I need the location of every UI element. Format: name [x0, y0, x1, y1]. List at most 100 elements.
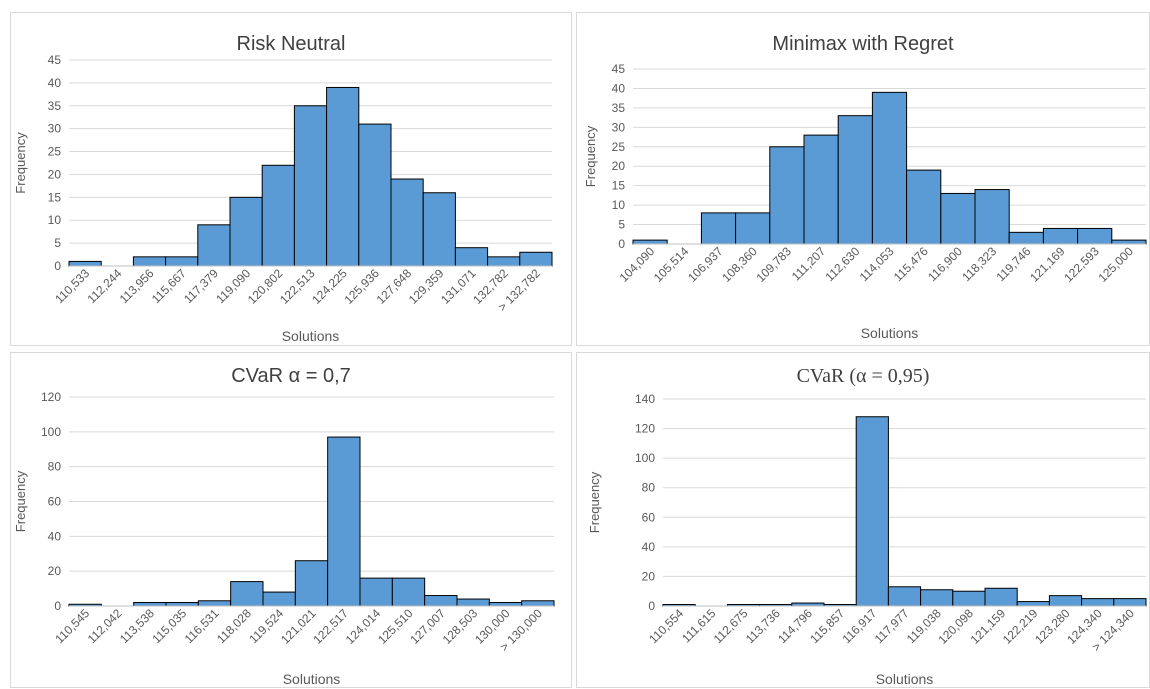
histogram-bar: [454, 247, 489, 267]
x-axis-title: Solutions: [876, 671, 934, 687]
x-axis-title: Solutions: [282, 328, 340, 344]
y-tick-label: 30: [48, 122, 62, 136]
x-tick-label: 117,977: [872, 606, 912, 646]
histogram-bar: [984, 587, 1018, 607]
histogram-bar: [261, 164, 295, 267]
y-axis-title: Frequency: [13, 132, 28, 194]
x-tick-label: 115,035: [149, 606, 189, 646]
histogram-bar: [1008, 231, 1044, 245]
histogram-bar: [132, 256, 167, 267]
x-tick-label: 116,900: [925, 244, 965, 284]
histogram-bar: [358, 123, 392, 267]
chart-title: Risk Neutral: [236, 33, 346, 55]
risk-neutral-histogram: 051015202530354045110,533112,244113,9561…: [13, 53, 553, 344]
y-tick-label: 40: [642, 540, 656, 554]
histogram-bar: [1042, 227, 1079, 245]
x-tick-label: 121,169: [1027, 244, 1068, 285]
histogram-bar: [165, 256, 199, 267]
histogram-bar: [632, 239, 668, 245]
cvar-07-histogram: 020406080100120110,545112,042113,538115,…: [13, 390, 555, 687]
chart-title: CVaR α = 0,7: [231, 365, 351, 387]
y-tick-label: 100: [635, 451, 655, 465]
y-tick-label: 30: [612, 120, 626, 134]
histogram-bar: [1077, 227, 1113, 245]
chart-title: CVaR (α = 0,95): [796, 365, 930, 387]
x-tick-label: 115,857: [807, 606, 847, 646]
y-axis-title: Frequency: [13, 470, 28, 532]
y-tick-label: 0: [54, 599, 61, 613]
x-tick-label: 117,379: [181, 266, 221, 306]
histogram-bar: [488, 602, 523, 607]
histogram-bar: [165, 602, 199, 607]
y-tick-label: 0: [648, 599, 655, 613]
chart-title: Minimax with Regret: [772, 33, 954, 55]
x-tick-label: 114,053: [857, 244, 897, 284]
x-tick-label: 116,531: [182, 606, 222, 646]
y-axis-title: Frequency: [587, 471, 602, 533]
histogram-bar: [769, 146, 805, 245]
x-tick-label: 121,021: [278, 606, 319, 647]
chart-panel-cvar-095: CVaR (α = 0,95) 0 20 40 60 80 100 120 140 110,55…: [576, 352, 1150, 688]
y-tick-label: 40: [48, 76, 62, 90]
x-tick-label: 124,014: [343, 606, 384, 647]
x-tick-label: 105,514: [651, 244, 692, 285]
histogram-bar: [1016, 601, 1050, 607]
y-tick-label: 60: [642, 510, 656, 524]
y-tick-label: 120: [41, 390, 61, 404]
x-tick-label: 118,028: [214, 606, 254, 646]
histogram-bar: [1111, 239, 1147, 245]
histogram-bar: [390, 178, 424, 267]
x-axis-title: Solutions: [861, 325, 919, 341]
chart-panel-minimax-regret: Minimax with Regret 0 5 10 15 20 25 30 35 40 45 10…: [576, 12, 1150, 346]
minimax-regret-histogram: 051015202530354045104,090105,514106,9371…: [583, 62, 1147, 341]
y-tick-label: 10: [48, 213, 62, 227]
histogram-bar: [855, 416, 889, 607]
y-tick-label: 100: [41, 425, 61, 439]
histogram-bar: [197, 600, 232, 607]
y-tick-label: 20: [612, 159, 626, 173]
histogram-bar: [803, 134, 839, 245]
x-tick-label: 113,538: [117, 606, 157, 646]
x-tick-label: 111,207: [789, 244, 829, 284]
x-tick-label: 114,796: [775, 606, 815, 646]
x-tick-label: 128,503: [440, 606, 481, 647]
x-tick-label: 125,510: [375, 606, 416, 647]
histogram-bar: [920, 589, 954, 607]
x-tick-label: 113,736: [743, 606, 783, 646]
histogram-bar: [700, 212, 737, 245]
cvar-095-histogram: 020406080100120140110,554111,615112,6751…: [587, 392, 1147, 687]
histogram-bar: [424, 595, 458, 607]
y-tick-label: 0: [618, 237, 625, 251]
y-tick-label: 0: [54, 259, 61, 273]
histogram-bar: [133, 602, 167, 607]
y-tick-label: 10: [612, 198, 626, 212]
y-tick-label: 15: [48, 190, 62, 204]
y-tick-label: 35: [48, 99, 62, 113]
y-tick-label: 25: [48, 145, 62, 159]
histogram-bar: [940, 192, 976, 245]
x-tick-label: 112,630: [822, 244, 862, 284]
y-tick-label: 20: [48, 564, 62, 578]
x-tick-label: 116,917: [839, 606, 879, 646]
x-tick-label: 115,476: [891, 244, 931, 284]
histogram-bar: [197, 224, 231, 267]
histogram-bar: [837, 115, 873, 245]
histogram-bar: [456, 598, 490, 607]
histogram-bar: [230, 581, 264, 607]
y-tick-label: 140: [635, 392, 655, 406]
y-tick-label: 20: [642, 569, 656, 583]
x-tick-label: 127,007: [407, 606, 448, 647]
chart-panel-cvar-07: CVaR α = 0,7 0 20 40 60 80 100 120 110,545 112,0…: [10, 352, 572, 688]
x-axis-title: Solutions: [283, 671, 341, 687]
histogram-bar: [1081, 598, 1115, 607]
y-tick-label: 35: [612, 101, 626, 115]
y-tick-label: 80: [48, 460, 62, 474]
histogram-bar: [293, 105, 328, 267]
y-tick-label: 60: [48, 495, 62, 509]
histogram-bar: [326, 86, 360, 267]
histogram-bar: [871, 91, 908, 245]
y-tick-label: 45: [612, 62, 626, 76]
x-tick-label: 108,360: [719, 244, 760, 285]
histogram-bar: [1048, 595, 1083, 607]
histogram-bar: [262, 591, 296, 607]
